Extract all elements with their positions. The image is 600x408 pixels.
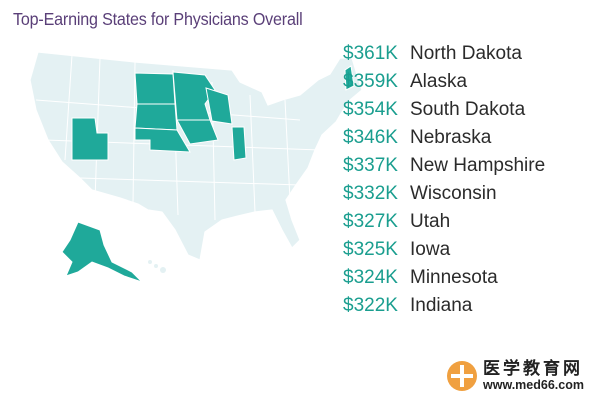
state-alaska [61,221,143,283]
state-name: Nebraska [410,127,492,148]
state-name: Iowa [410,239,451,260]
state-iowa [176,119,219,145]
salary-value: $359K [343,71,398,92]
state-name: Alaska [410,71,468,92]
state-indiana [231,126,247,161]
watermark-url: www.med66.com [483,378,584,392]
salary-value: $354K [343,99,398,120]
salary-value: $337K [343,155,398,176]
state-south-dakota [134,103,178,131]
salary-value: $322K [343,295,398,316]
state-utah [71,117,109,161]
watermark-logo: 医学教育网 www.med66.com [447,360,584,392]
ranking-row: $346K Nebraska [343,124,545,152]
ranking-row: $327K Utah [343,208,545,236]
state-new-hampshire [344,65,355,91]
state-name: Utah [410,211,451,232]
ranking-row: $359K Alaska [343,68,545,96]
state-nebraska [134,127,191,153]
ranking-row: $322K Indiana [343,292,545,320]
state-name: Minnesota [410,267,498,288]
ranking-row: $325K Iowa [343,236,545,264]
chart-title: Top-Earning States for Physicians Overal… [13,9,303,29]
state-name: Indiana [410,295,473,316]
state-wisconsin [205,87,233,125]
salary-value: $325K [343,239,398,260]
ranking-row: $361K North Dakota [343,40,545,68]
state-name: New Hampshire [410,155,546,176]
state-name: North Dakota [410,43,522,64]
salary-value: $361K [343,43,398,64]
state-name: Wisconsin [410,183,497,204]
ranking-row: $332K Wisconsin [343,180,545,208]
highlighted-states [61,65,355,283]
watermark-name: 医学教育网 [483,359,583,378]
salary-value: $324K [343,267,398,288]
ranking-row: $337K New Hampshire [343,152,545,180]
salary-value: $332K [343,183,398,204]
ranking-list: $361K North Dakota $359K Alaska $354K South… [343,40,545,320]
state-north-dakota [134,72,176,105]
ranking-row: $354K South Dakota [343,96,545,124]
state-name: South Dakota [410,99,526,120]
us-outline [29,51,363,261]
salary-value: $346K [343,127,398,148]
ranking-row: $324K Minnesota [343,264,545,292]
state-hawaii [148,260,166,273]
cross-logo-icon [447,361,477,391]
salary-value: $327K [343,211,398,232]
